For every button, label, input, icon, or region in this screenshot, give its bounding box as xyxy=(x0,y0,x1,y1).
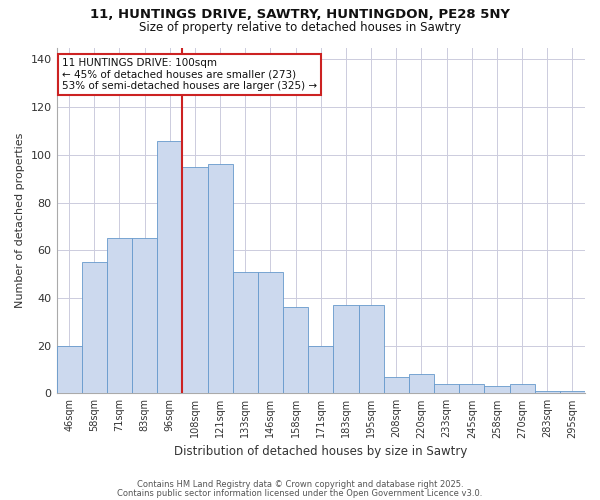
Bar xyxy=(258,272,283,394)
Bar xyxy=(56,346,82,394)
Bar xyxy=(434,384,459,394)
Bar xyxy=(233,272,258,394)
Bar xyxy=(334,305,359,394)
Bar xyxy=(132,238,157,394)
Bar xyxy=(560,391,585,394)
Text: Contains HM Land Registry data © Crown copyright and database right 2025.: Contains HM Land Registry data © Crown c… xyxy=(137,480,463,489)
Bar xyxy=(208,164,233,394)
Bar xyxy=(535,391,560,394)
Bar xyxy=(484,386,509,394)
Text: Contains public sector information licensed under the Open Government Licence v3: Contains public sector information licen… xyxy=(118,488,482,498)
Bar xyxy=(157,140,182,394)
Bar xyxy=(182,166,208,394)
Text: Size of property relative to detached houses in Sawtry: Size of property relative to detached ho… xyxy=(139,21,461,34)
Bar xyxy=(509,384,535,394)
Bar xyxy=(107,238,132,394)
Bar xyxy=(409,374,434,394)
Bar xyxy=(459,384,484,394)
Bar xyxy=(383,376,409,394)
X-axis label: Distribution of detached houses by size in Sawtry: Distribution of detached houses by size … xyxy=(174,444,467,458)
Bar xyxy=(82,262,107,394)
Bar xyxy=(308,346,334,394)
Bar xyxy=(359,305,383,394)
Bar xyxy=(283,308,308,394)
Text: 11, HUNTINGS DRIVE, SAWTRY, HUNTINGDON, PE28 5NY: 11, HUNTINGS DRIVE, SAWTRY, HUNTINGDON, … xyxy=(90,8,510,20)
Text: 11 HUNTINGS DRIVE: 100sqm
← 45% of detached houses are smaller (273)
53% of semi: 11 HUNTINGS DRIVE: 100sqm ← 45% of detac… xyxy=(62,58,317,91)
Y-axis label: Number of detached properties: Number of detached properties xyxy=(15,132,25,308)
